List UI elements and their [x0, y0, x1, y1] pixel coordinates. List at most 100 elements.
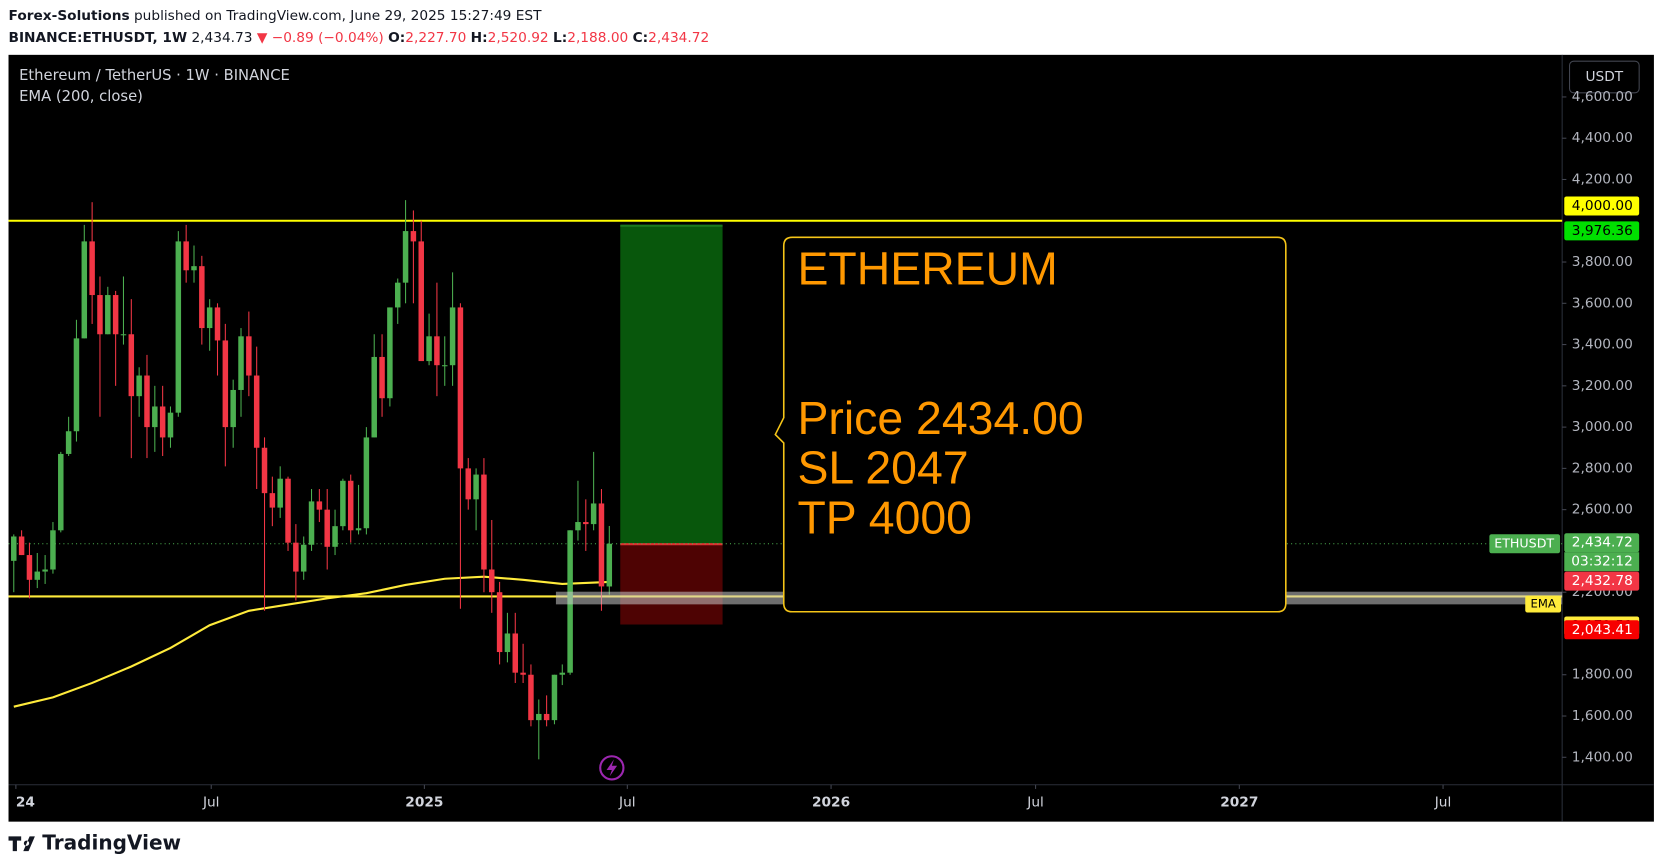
chart-title: Ethereum / TetherUS · 1W · BINANCE — [19, 67, 290, 84]
candle-body — [394, 282, 401, 308]
published: published on TradingView.com, June 29, 2… — [134, 8, 542, 24]
candle-body — [293, 542, 299, 572]
change: ▼ −0.89 (−0.04%) — [257, 30, 384, 46]
stop-price-label: 2,043.41 — [1572, 622, 1633, 638]
ohlc-key: O: — [388, 30, 405, 46]
candle-body — [42, 569, 48, 572]
candle-body — [191, 266, 197, 271]
candle-body — [379, 356, 385, 399]
x-tick-label: Jul — [618, 795, 636, 811]
candle-body — [285, 478, 291, 543]
candle-body — [11, 536, 17, 561]
icon-circle — [599, 755, 625, 781]
candle-body — [269, 493, 276, 508]
candle-body — [598, 503, 605, 587]
y-tick-label: 3,000.00 — [1572, 419, 1633, 435]
candle-body — [128, 334, 135, 397]
candle-body — [230, 389, 236, 428]
y-tick-label: 1,600.00 — [1572, 708, 1633, 724]
ohlc-key: H: — [471, 30, 488, 46]
candle-body — [199, 266, 205, 329]
candle-body — [324, 509, 330, 547]
last-price-label: 2,434.72 — [1572, 535, 1633, 551]
candle-body — [465, 468, 471, 500]
x-tick-label: 2026 — [812, 795, 850, 811]
candle-body — [347, 480, 354, 531]
ohlc-key: L: — [553, 30, 567, 46]
ema-legend: EMA (200, close) — [19, 88, 143, 105]
candle-body — [65, 431, 72, 454]
stop-price-label-bg — [1564, 620, 1640, 640]
candle-body — [426, 336, 432, 362]
candle-body — [144, 375, 150, 428]
note-box — [774, 236, 1287, 613]
candle-body — [512, 633, 519, 673]
ohlc-value: 2,227.70 — [405, 30, 466, 46]
ohlc-value: 2,188.00 — [567, 30, 628, 46]
x-tick-label: Jul — [1026, 795, 1044, 811]
note-line: SL 2047 — [797, 442, 968, 494]
candle-body — [410, 231, 417, 242]
candle-body — [222, 340, 229, 428]
symbol-badge: ETHUSDT — [1494, 535, 1554, 550]
candle-body — [575, 522, 581, 531]
candle-body — [528, 674, 534, 721]
candle-body — [418, 241, 424, 362]
candle-body — [387, 307, 393, 399]
header-line-2: BINANCE:ETHUSDT, 1W 2,434.73 ▼ −0.89 (−0… — [9, 30, 710, 46]
hline-price-label-bg — [1564, 196, 1640, 216]
candle-body — [136, 375, 142, 397]
candle-body — [175, 241, 182, 413]
candle-body — [355, 528, 362, 531]
profit-zone — [620, 225, 723, 545]
candle-body — [340, 480, 346, 527]
candle-body — [238, 336, 244, 390]
candle-body — [551, 674, 558, 721]
candle-body — [214, 307, 221, 341]
candle-body — [105, 295, 111, 335]
candle-body — [206, 307, 213, 329]
y-tick-label: 3,400.00 — [1572, 337, 1633, 353]
candle-body — [496, 592, 503, 653]
currency-button[interactable] — [1569, 60, 1640, 94]
y-tick-label: 3,600.00 — [1572, 295, 1633, 311]
candle-body — [583, 522, 589, 525]
candle-body — [167, 412, 174, 438]
y-tick-label: 1,400.00 — [1572, 749, 1633, 765]
footer-logo: TradingView — [8, 830, 181, 854]
candle-body — [316, 501, 323, 510]
x-tick-label: Jul — [1434, 795, 1452, 811]
candle-body — [300, 544, 307, 572]
icon-bolt — [606, 759, 618, 777]
candle-body — [183, 241, 189, 271]
y-tick-label: 4,400.00 — [1572, 130, 1633, 146]
entry-price-label-bg — [1564, 571, 1640, 591]
ema-badge: EMA — [1531, 597, 1556, 611]
lightning-icon — [599, 755, 625, 781]
candle-body — [332, 526, 338, 547]
candle-body — [81, 241, 88, 339]
candle-body — [89, 241, 95, 296]
symbol: BINANCE:ETHUSDT, 1W — [9, 30, 188, 46]
candle-body — [308, 501, 315, 545]
ema-line — [13, 575, 610, 708]
candle-body — [473, 474, 479, 500]
note-title: ETHEREUM — [797, 242, 1057, 294]
currency-label[interactable]: USDT — [1586, 69, 1624, 85]
candle-body — [504, 633, 511, 653]
candle-body — [18, 536, 25, 556]
candle-body — [261, 447, 268, 494]
candle-body — [481, 474, 487, 570]
candle-body — [152, 406, 158, 428]
ohlc-key: C: — [633, 30, 649, 46]
candle-body — [253, 375, 260, 448]
candle-body — [120, 334, 127, 336]
last-price-label-bg — [1564, 533, 1640, 553]
candle-body — [520, 672, 526, 675]
y-tick-label: 3,800.00 — [1572, 254, 1633, 270]
last: 2,434.73 — [191, 30, 252, 46]
target-price-label-bg — [1564, 221, 1640, 241]
note-line: Price 2434.00 — [797, 392, 1083, 444]
candle-body — [34, 571, 41, 580]
candle-body — [159, 406, 166, 438]
